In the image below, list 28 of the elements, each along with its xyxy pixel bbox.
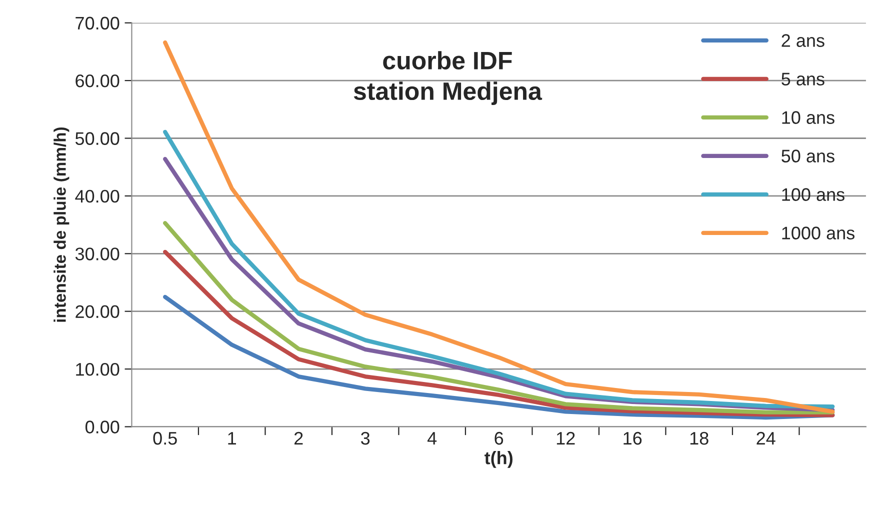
legend-label: 2 ans: [782, 34, 824, 47]
legend-label: 1000 ans: [782, 226, 854, 240]
x-tick-label: 18: [690, 432, 708, 445]
legend-label: 5 ans: [782, 72, 824, 86]
y-tick-label: 70.00: [76, 16, 120, 30]
x-tick-label: 12: [556, 432, 575, 445]
y-tick-label: 20.00: [76, 305, 120, 318]
y-tick-label: 50.00: [75, 132, 120, 145]
y-axis-title: intensite de pluie (mm/h): [54, 127, 70, 322]
x-tick-label: 16: [624, 432, 642, 445]
line-series: [163, 250, 835, 418]
x-tick-label: 2: [294, 432, 303, 445]
x-axis-title: t(h): [484, 451, 512, 468]
x-tick-label: 4: [427, 432, 437, 445]
x-tick-label: 3: [361, 432, 370, 445]
x-tick-label: 0.5: [153, 432, 177, 445]
y-tick-label: 40.00: [75, 190, 120, 203]
text: cuorbe IDF station Medjena: [354, 51, 542, 105]
x-tick-label: 24: [756, 432, 776, 445]
legend-label: 10 ans: [782, 111, 834, 124]
y-tick-label: 0.00: [85, 420, 120, 434]
y-tick-label: 30.00: [75, 248, 120, 260]
legend-label: 50 ans: [782, 150, 834, 162]
x-tick-label: 6: [494, 432, 504, 445]
legend-label: 100 ans: [782, 188, 844, 201]
y-tick-label: 60.00: [76, 74, 120, 88]
x-tick-label: 1: [228, 432, 236, 445]
y-tick-label: 10.00: [76, 362, 120, 376]
